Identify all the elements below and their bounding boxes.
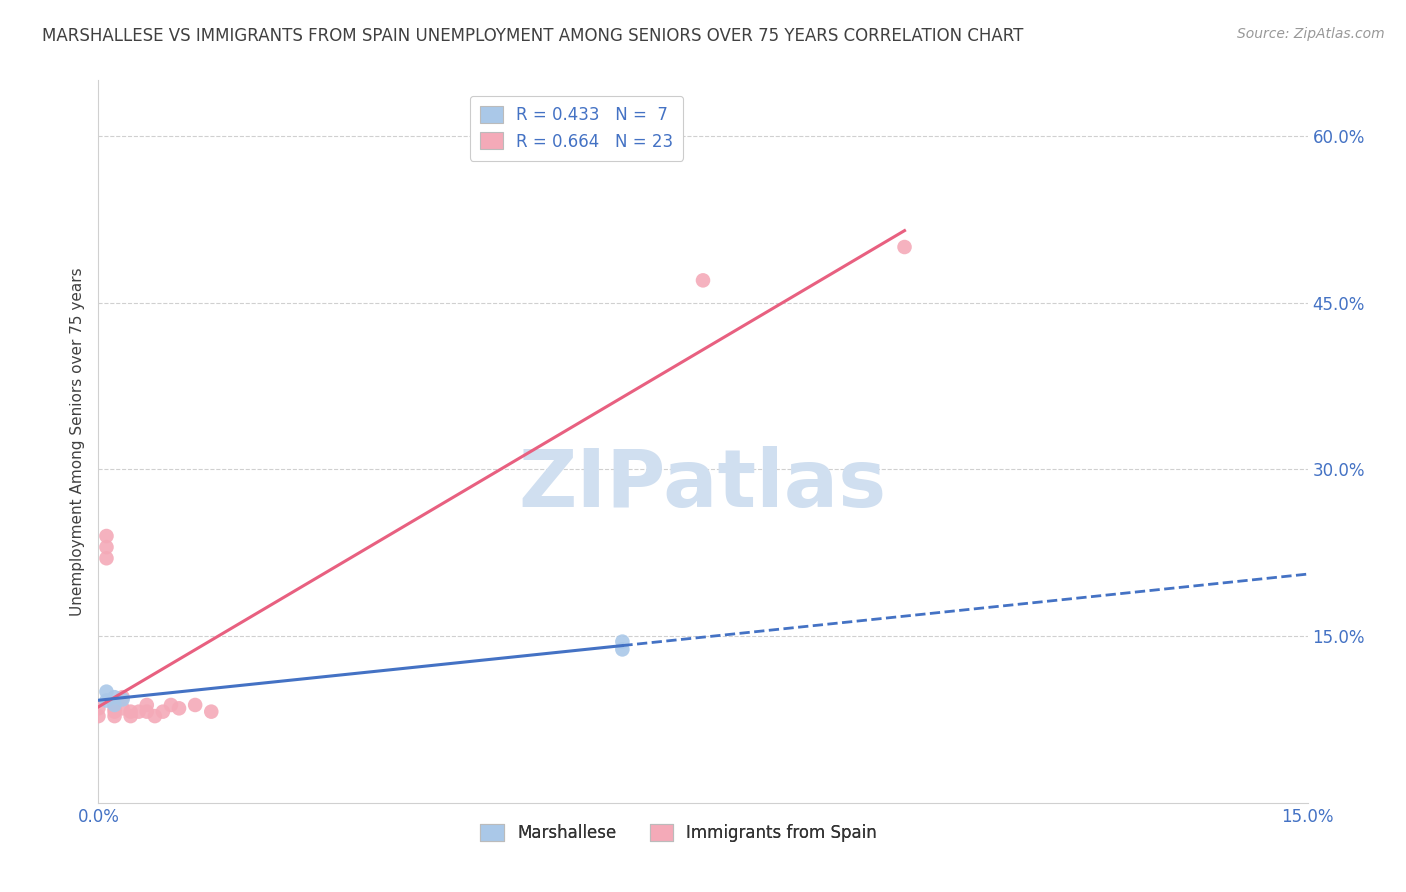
- Point: [200, 705, 222, 719]
- Y-axis label: Unemployment Among Seniors over 75 years: Unemployment Among Seniors over 75 years: [70, 268, 86, 615]
- Text: MARSHALLESE VS IMMIGRANTS FROM SPAIN UNEMPLOYMENT AMONG SENIORS OVER 75 YEARS CO: MARSHALLESE VS IMMIGRANTS FROM SPAIN UNE…: [42, 27, 1024, 45]
- Point: [128, 705, 150, 719]
- Point: [135, 698, 157, 712]
- Point: [96, 540, 118, 554]
- Point: [87, 701, 110, 715]
- Point: [103, 705, 125, 719]
- Point: [96, 551, 118, 566]
- Text: ZIPatlas: ZIPatlas: [519, 446, 887, 524]
- Legend: Marshallese, Immigrants from Spain: Marshallese, Immigrants from Spain: [474, 817, 884, 848]
- Point: [120, 705, 142, 719]
- Point: [96, 529, 118, 543]
- Point: [103, 701, 125, 715]
- Point: [96, 693, 118, 707]
- Point: [120, 709, 142, 723]
- Point: [111, 692, 134, 706]
- Point: [160, 698, 183, 712]
- Point: [612, 634, 634, 648]
- Point: [87, 709, 110, 723]
- Point: [152, 705, 174, 719]
- Point: [103, 690, 125, 705]
- Point: [143, 709, 166, 723]
- Point: [167, 701, 190, 715]
- Point: [184, 698, 207, 712]
- Point: [135, 705, 157, 719]
- Point: [103, 709, 125, 723]
- Point: [893, 240, 915, 254]
- Point: [612, 642, 634, 657]
- Point: [103, 698, 125, 712]
- Point: [111, 701, 134, 715]
- Point: [96, 684, 118, 698]
- Text: Source: ZipAtlas.com: Source: ZipAtlas.com: [1237, 27, 1385, 41]
- Point: [111, 690, 134, 705]
- Point: [692, 273, 714, 287]
